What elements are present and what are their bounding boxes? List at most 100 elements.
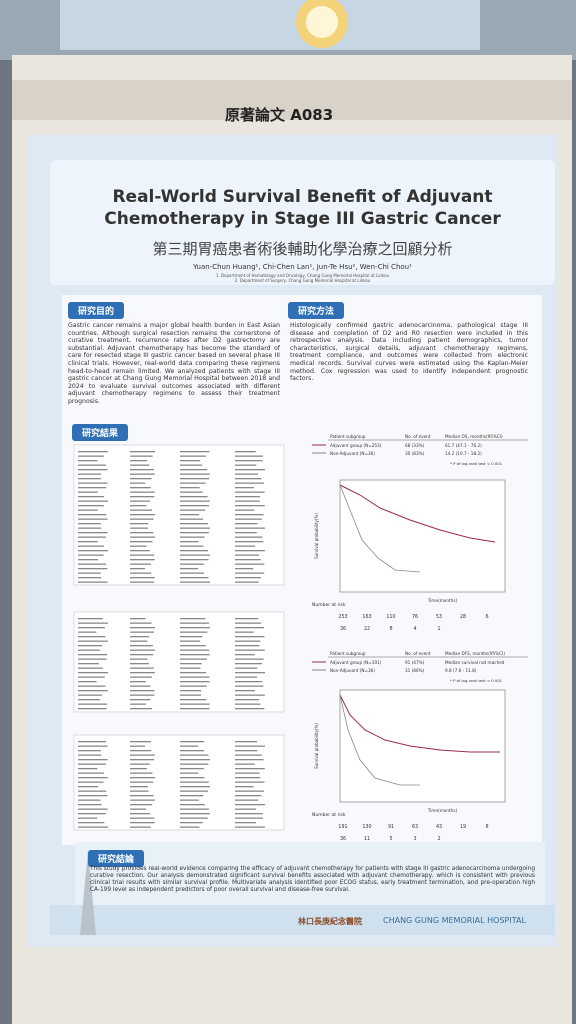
table-text (78, 491, 98, 493)
table-text (130, 491, 155, 493)
table-text (180, 676, 210, 678)
table-text (78, 699, 101, 701)
table-text (180, 496, 208, 498)
table-text (235, 505, 265, 507)
table-text (78, 518, 108, 520)
table-text (180, 663, 202, 665)
table-text (78, 822, 105, 824)
table-text (78, 527, 102, 529)
table-text (180, 763, 209, 765)
table-text (180, 523, 208, 525)
table-text (180, 532, 209, 534)
table-text (78, 559, 98, 561)
table-text (235, 649, 265, 651)
table-text (235, 527, 265, 529)
risk-count: 53 (436, 614, 442, 620)
table-text (78, 505, 104, 507)
table-text (180, 545, 204, 547)
table-text (130, 813, 151, 815)
table-text (130, 672, 155, 674)
risk-count: 11 (364, 836, 370, 842)
table-text (78, 685, 106, 687)
risk-count: 163 (362, 614, 371, 620)
table-text (180, 568, 199, 570)
table-text (180, 786, 210, 788)
table-text (130, 786, 148, 788)
table-text (180, 681, 210, 683)
table-text (78, 478, 101, 480)
table-text (130, 563, 152, 565)
table-text (235, 636, 265, 638)
table-text (130, 745, 146, 747)
table-text (130, 532, 154, 534)
table-text (130, 703, 146, 705)
table-text (180, 491, 203, 493)
y-axis-label: Survival probability(%) (314, 513, 319, 559)
table-text (235, 622, 262, 624)
table-text (78, 523, 101, 525)
table-text (180, 708, 210, 710)
table-text (235, 568, 254, 570)
table-text (130, 790, 149, 792)
table-text (235, 667, 258, 669)
table-text (78, 464, 107, 466)
table-text (180, 622, 210, 624)
table-text (180, 649, 210, 651)
table-text (130, 523, 149, 525)
risk-count: 22 (364, 626, 370, 632)
table-text (180, 541, 199, 543)
table-text (78, 577, 102, 579)
table-text (130, 469, 154, 471)
legend-cell: Non-Adjuvant (N=36) (330, 668, 375, 673)
table-text (130, 509, 153, 511)
table-text (235, 694, 265, 696)
table-text (130, 545, 147, 547)
table-text (78, 482, 108, 484)
table-text (78, 640, 108, 642)
risk-label: Number at risk (312, 602, 346, 608)
table-text (130, 527, 149, 529)
table-text (130, 676, 152, 678)
risk-count: 5 (389, 836, 392, 842)
table-text (235, 478, 262, 480)
table-text (130, 631, 154, 633)
table-text (130, 645, 153, 647)
table-text (130, 505, 147, 507)
table-text (235, 741, 257, 743)
table-text (180, 745, 199, 747)
affiliations: 1. Department of Hematology and Oncology… (50, 273, 555, 283)
table-text (180, 658, 208, 660)
table-text (130, 559, 155, 561)
table-text (180, 672, 207, 674)
table-text (78, 618, 103, 620)
risk-count: 253 (338, 614, 347, 620)
table-text (78, 572, 101, 574)
table-text (235, 795, 262, 797)
table-text (180, 554, 210, 556)
risk-count: 19 (460, 824, 466, 830)
table-text (78, 500, 108, 502)
table-text (130, 685, 151, 687)
legend-cell: 91 (47%) (405, 660, 425, 665)
risk-count: 1 (437, 626, 440, 632)
table-text (235, 658, 264, 660)
table-text (235, 804, 265, 806)
table-text (78, 460, 98, 462)
table-text (130, 473, 155, 475)
risk-count: 28 (460, 614, 466, 620)
table-text (180, 804, 205, 806)
table-text (130, 541, 153, 543)
table-text (78, 581, 108, 583)
table-text (78, 808, 108, 810)
table-text (78, 654, 108, 656)
table-text (235, 577, 261, 579)
badge: 原著論文 A083 (225, 106, 334, 124)
table-text (180, 631, 208, 633)
table-text (130, 451, 155, 453)
risk-count: 36 (340, 626, 346, 632)
table-text (78, 676, 105, 678)
legend-header: No. of event (405, 434, 431, 439)
table-text (78, 550, 108, 552)
table-text (130, 636, 150, 638)
